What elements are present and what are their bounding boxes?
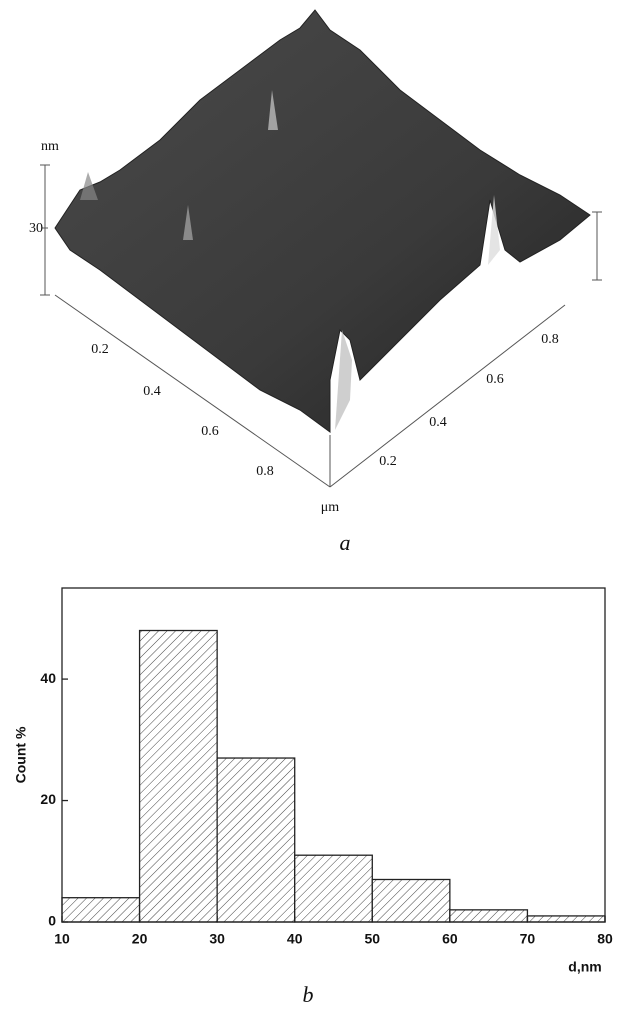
x-tick-label: 20 <box>132 931 148 947</box>
x-tick-label: 40 <box>287 931 303 947</box>
x-tick-label: 70 <box>520 931 536 947</box>
histogram: 0 20 40 10 20 30 40 50 60 70 80 Count % d,nm b <box>13 588 613 1007</box>
x-axis-label: d,nm <box>568 959 601 975</box>
z-tick-label: 30 <box>29 221 43 236</box>
caption-b: b <box>303 982 314 1007</box>
bar <box>450 910 528 922</box>
xy-unit: μm <box>321 500 340 515</box>
y-tick-label: 20 <box>40 791 56 807</box>
bar <box>140 631 218 922</box>
afm-right-tick: 0.8 <box>541 332 559 347</box>
y-tick-label: 0 <box>48 913 56 929</box>
x-tick-label: 50 <box>364 931 380 947</box>
afm-surface <box>55 10 590 432</box>
figure: nm 30 μm a 0.2 0.4 0.6 0.8 0.2 0.4 0.6 0.8 0 20 4… <box>0 0 617 1014</box>
bar <box>217 758 295 922</box>
afm-right-tick: 0.2 <box>379 454 397 469</box>
x-tick-label: 10 <box>54 931 70 947</box>
x-tick-label: 60 <box>442 931 458 947</box>
bar <box>295 855 373 922</box>
bar <box>527 916 605 922</box>
afm-left-tick: 0.4 <box>143 384 161 399</box>
afm-left-tick: 0.2 <box>91 342 109 357</box>
bar <box>62 898 140 922</box>
afm-right-tick: 0.6 <box>486 372 504 387</box>
afm-left-tick: 0.8 <box>256 464 274 479</box>
x-tick-label: 80 <box>597 931 613 947</box>
y-tick-label: 40 <box>40 670 56 686</box>
afm-left-tick: 0.6 <box>201 424 219 439</box>
bar <box>372 879 450 922</box>
z-unit: nm <box>41 139 59 154</box>
y-axis-label: Count % <box>13 726 29 783</box>
x-tick-label: 30 <box>209 931 225 947</box>
caption-a: a <box>340 530 351 555</box>
afm-right-tick: 0.4 <box>429 415 447 430</box>
